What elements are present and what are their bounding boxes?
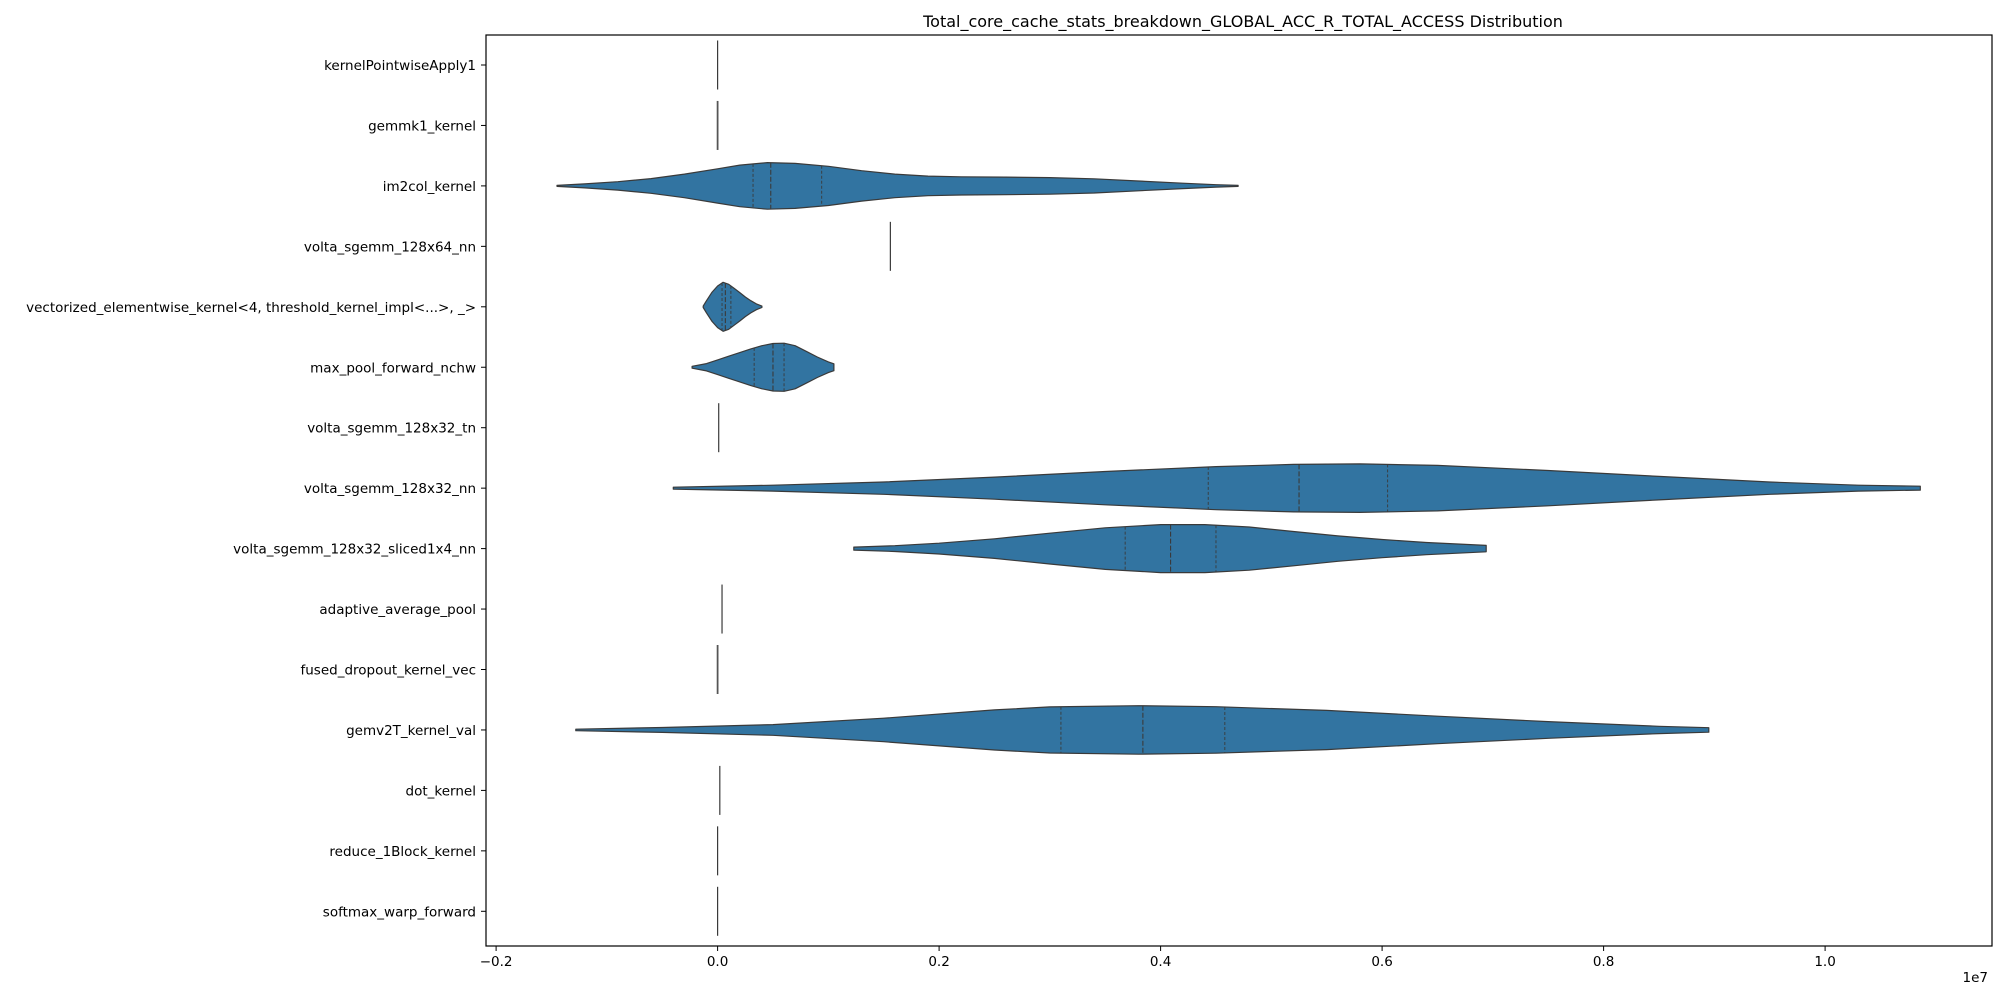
violin-11-body: [575, 705, 1710, 755]
y-tick-label: reduce_1Block_kernel: [329, 844, 476, 860]
y-tick-label: kernelPointwiseApply1: [324, 58, 476, 74]
x-axis: −0.2 0.0 0.2 0.4 0.6 0.8 1.0: [480, 946, 1836, 970]
y-tick-label: gemmk1_kernel: [368, 118, 476, 134]
violin-7-body: [672, 463, 1921, 513]
y-tick-label: max_pool_forward_nchw: [310, 360, 476, 376]
y-tick-label: softmax_warp_forward: [323, 904, 476, 920]
y-tick-label: volta_sgemm_128x64_nn: [304, 239, 476, 255]
violin-4-body: [702, 281, 763, 332]
y-tick-label: dot_kernel: [406, 783, 476, 799]
violin-5-body: [691, 342, 835, 392]
y-tick-label: volta_sgemm_128x32_sliced1x4_nn: [233, 542, 476, 558]
x-tick-label: 0.6: [1371, 954, 1392, 970]
violin-8-body: [853, 524, 1487, 574]
x-tick-label: 1.0: [1814, 954, 1835, 970]
x-tick-label: 0.4: [1150, 954, 1171, 970]
x-tick-label: 0.0: [707, 954, 728, 970]
y-tick-label: fused_dropout_kernel_vec: [300, 663, 476, 679]
x-tick-label: −0.2: [480, 954, 513, 970]
violin-1-line: [716, 100, 719, 150]
y-tick-label: adaptive_average_pool: [319, 602, 476, 618]
y-tick-label: volta_sgemm_128x32_nn: [304, 481, 476, 497]
x-tick-label: 0.8: [1593, 954, 1614, 970]
y-axis: kernelPointwiseApply1 gemmk1_kernel im2col…: [26, 58, 486, 920]
y-tick-label: volta_sgemm_128x32_tn: [307, 421, 476, 437]
y-tick-label: im2col_kernel: [383, 179, 476, 195]
x-tick-label: 0.2: [928, 954, 949, 970]
plot-frame: [485, 34, 1993, 947]
plot-area: [556, 40, 1921, 936]
chart-title: Total_core_cache_stats_breakdown_GLOBAL_…: [922, 12, 1563, 32]
violin-10-line: [716, 645, 719, 694]
x-offset-label: 1e7: [1963, 970, 1988, 986]
y-tick-label: gemv2T_kernel_val: [346, 723, 476, 739]
y-tick-label: vectorized_elementwise_kernel<4, thresho…: [26, 300, 476, 316]
violin-2-body: [556, 162, 1239, 210]
